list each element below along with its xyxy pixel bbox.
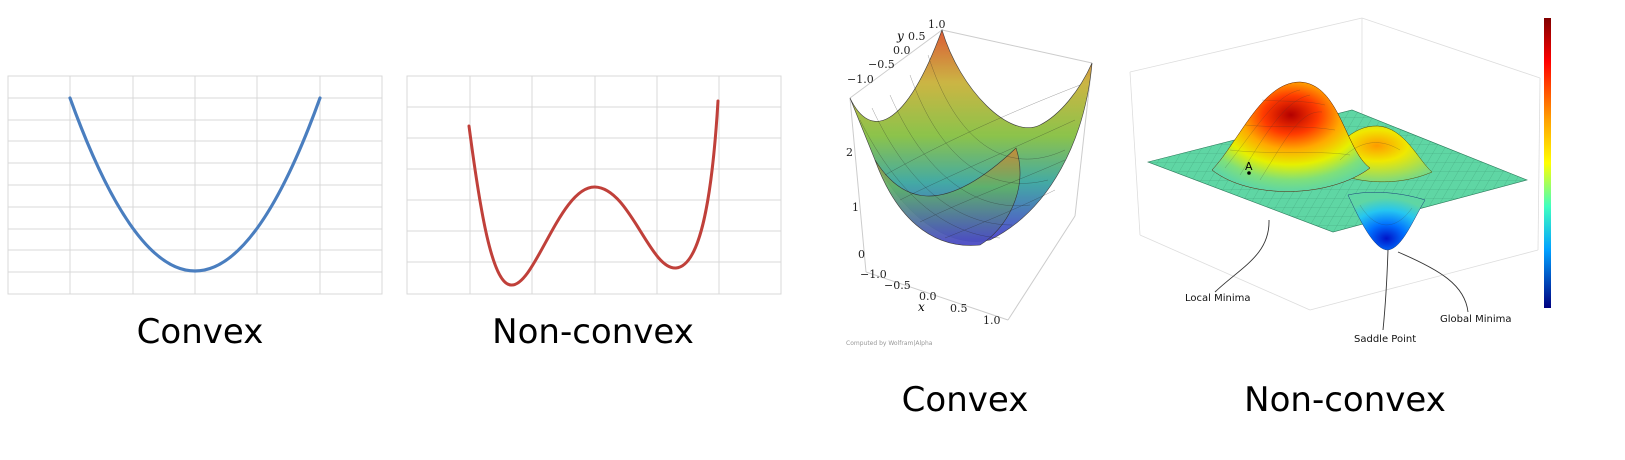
y-tick-label: −0.5 (868, 58, 895, 71)
x-tick-label: 0.5 (950, 302, 968, 315)
x-tick-label: −0.5 (884, 279, 911, 292)
z-tick-label: 0 (858, 248, 865, 261)
box-frame (849, 29, 1093, 321)
y-tick-label: 0.5 (908, 30, 926, 43)
z-tick-label: 2 (846, 146, 853, 159)
nonconvex-3d-plot: A Local Minima Saddle Point Global Minim… (1129, 17, 1551, 345)
convex-3d-panel: y 1.0 0.5 0.0 −0.5 −1.0 2 1 0 −1.0 −0.5 … (830, 10, 1110, 360)
global-minima-label: Global Minima (1440, 314, 1511, 325)
axis-x-letter: x (918, 300, 925, 314)
annotation-lines (1214, 219, 1469, 331)
convex-2d-label: Convex (136, 312, 264, 352)
bowl-surface-front (874, 147, 1021, 246)
convex-3d-plot: y 1.0 0.5 0.0 −0.5 −1.0 2 1 0 −1.0 −0.5 … (846, 18, 1093, 347)
main-peak (1211, 81, 1371, 192)
z-tick-label: 1 (852, 201, 859, 214)
nonconvex-2d-panel (400, 0, 800, 300)
nonconvex-3d-panel: A Local Minima Saddle Point Global Minim… (1120, 10, 1560, 355)
x-tick-label: 1.0 (983, 314, 1001, 327)
point-a-marker: A (1245, 160, 1253, 175)
convex-3d-label: Convex (901, 380, 1029, 420)
credit-text: Computed by Wolfram|Alpha (846, 340, 933, 347)
mesh-lines (859, 54, 1081, 239)
saddle-point-label: Saddle Point (1354, 334, 1416, 345)
nonconvex-2d-plot (406, 75, 782, 295)
point-a-label: A (1245, 160, 1253, 173)
convex-2d-panel (0, 0, 400, 300)
y-tick-label: 0.0 (893, 44, 911, 57)
convex-curve (68, 96, 322, 273)
axis-y-letter: y (896, 29, 904, 43)
nonconvex-2d-label: Non-convex (492, 312, 694, 352)
nonconvex-3d-label: Non-convex (1244, 380, 1446, 420)
grid (406, 75, 782, 295)
x-tick-label: −1.0 (860, 268, 887, 281)
y-tick-labels: 1.0 0.5 0.0 −0.5 −1.0 (847, 18, 946, 86)
colorbar (1544, 18, 1551, 308)
convex-2d-plot (7, 75, 383, 295)
grid (7, 75, 383, 295)
nonconvex-curve (467, 99, 720, 287)
y-tick-label: 1.0 (928, 18, 946, 31)
y-tick-label: −1.0 (847, 73, 874, 86)
x-tick-label: 0.0 (919, 290, 937, 303)
x-tick-labels: −1.0 −0.5 0.0 0.5 1.0 (860, 268, 1001, 327)
z-tick-labels: 2 1 0 (846, 146, 865, 261)
global-minimum-pit (1347, 192, 1426, 251)
local-minima-label: Local Minima (1185, 293, 1251, 304)
